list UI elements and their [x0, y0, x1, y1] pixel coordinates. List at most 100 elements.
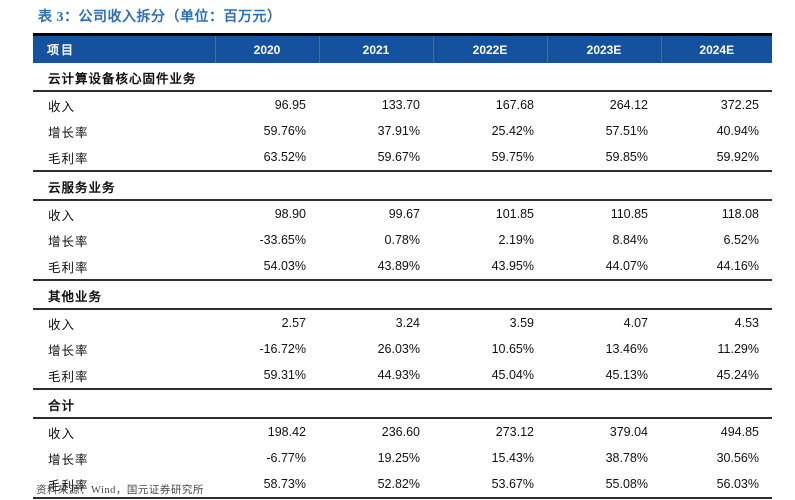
value-cell: 98.90 [274, 207, 306, 221]
value-cell: 198.42 [267, 425, 306, 439]
column-header-2023e: 2023E [546, 33, 661, 63]
table-row: 增长率 -16.72% 26.03% 10.65% 13.46% 11.29% [33, 336, 772, 362]
column-header-2020: 2020 [214, 33, 319, 63]
revenue-breakdown-table: 项目 2020 2021 2022E 2023E 2024E 云计算设备核心固件… [33, 33, 772, 499]
value-cell: -6.77% [266, 451, 306, 465]
value-cell: 133.70 [381, 98, 420, 112]
column-header-2024e: 2024E [660, 33, 772, 63]
value-cell: 30.56% [716, 451, 759, 465]
value-cell: 26.03% [377, 342, 420, 356]
table-row: 毛利率 58.73% 52.82% 53.67% 55.08% 56.03% [33, 471, 772, 499]
row-label-revenue: 收入 [48, 317, 76, 332]
value-cell: 13.46% [605, 342, 648, 356]
table-row: 增长率 -33.65% 0.78% 2.19% 8.84% 6.52% [33, 227, 772, 253]
value-cell: 8.84% [612, 233, 648, 247]
row-label-growth-rate: 增长率 [48, 125, 89, 140]
value-cell: 53.67% [433, 471, 547, 499]
value-cell: 25.42% [491, 124, 534, 138]
table-row: 毛利率 63.52% 59.67% 59.75% 59.85% 59.92% [33, 144, 772, 172]
value-cell: 38.78% [605, 451, 648, 465]
value-cell: 45.13% [547, 362, 661, 390]
row-label-growth-rate: 增长率 [48, 452, 89, 467]
value-cell: 59.67% [319, 144, 433, 172]
row-label-revenue: 收入 [48, 208, 76, 223]
value-cell: 15.43% [491, 451, 534, 465]
value-cell: 10.65% [491, 342, 534, 356]
value-cell: 101.85 [495, 207, 534, 221]
column-header-2021: 2021 [318, 33, 433, 63]
value-cell: 44.16% [661, 253, 772, 281]
value-cell: 372.25 [720, 98, 759, 112]
value-cell: 37.91% [377, 124, 420, 138]
value-cell: 2.57 [281, 316, 306, 330]
value-cell: 494.85 [720, 425, 759, 439]
value-cell: 11.29% [717, 342, 759, 356]
value-cell: 45.04% [433, 362, 547, 390]
row-label-gross-margin: 毛利率 [33, 253, 215, 281]
row-label-gross-margin: 毛利率 [33, 471, 215, 499]
section-title: 云计算设备核心固件业务 [33, 63, 772, 92]
value-cell: 43.89% [319, 253, 433, 281]
value-cell: 55.08% [547, 471, 661, 499]
row-label-growth-rate: 增长率 [48, 234, 89, 249]
value-cell: 379.04 [609, 425, 648, 439]
table-row: 毛利率 59.31% 44.93% 45.04% 45.13% 45.24% [33, 362, 772, 390]
value-cell: 63.52% [215, 144, 319, 172]
value-cell: 4.53 [734, 316, 759, 330]
value-cell: 59.85% [547, 144, 661, 172]
table-title: 表 3：公司收入拆分（单位：百万元） [38, 10, 282, 25]
value-cell: 57.51% [605, 124, 648, 138]
section-header-other: 其他业务 [33, 280, 772, 310]
value-cell: 54.03% [215, 253, 319, 281]
value-cell: 52.82% [319, 471, 433, 499]
section-title: 合计 [33, 389, 772, 419]
table-row: 增长率 -6.77% 19.25% 15.43% 38.78% 30.56% [33, 445, 772, 471]
row-label-revenue: 收入 [48, 99, 76, 114]
section-header-cloud-service: 云服务业务 [33, 171, 772, 201]
header-row: 项目 2020 2021 2022E 2023E 2024E [33, 33, 772, 63]
value-cell: 96.95 [274, 98, 306, 112]
value-cell: 59.76% [263, 124, 306, 138]
value-cell: 110.85 [610, 207, 648, 221]
value-cell: 264.12 [609, 98, 648, 112]
table-row: 收入 2.57 3.24 3.59 4.07 4.53 [33, 309, 772, 336]
row-label-gross-margin: 毛利率 [33, 362, 215, 390]
value-cell: 167.68 [495, 98, 534, 112]
row-label-revenue: 收入 [48, 426, 76, 441]
value-cell: 44.93% [319, 362, 433, 390]
value-cell: 118.08 [721, 207, 759, 221]
table-row: 增长率 59.76% 37.91% 25.42% 57.51% 40.94% [33, 118, 772, 144]
value-cell: 236.60 [381, 425, 420, 439]
table-row: 毛利率 54.03% 43.89% 43.95% 44.07% 44.16% [33, 253, 772, 281]
value-cell: 6.52% [723, 233, 759, 247]
value-cell: 56.03% [661, 471, 772, 499]
section-title: 其他业务 [33, 280, 772, 310]
source-note: 资料来源：Wind，国元证券研究所 [36, 485, 204, 496]
value-cell: 2.19% [498, 233, 534, 247]
value-cell: 3.24 [395, 316, 420, 330]
table-row: 收入 198.42 236.60 273.12 379.04 494.85 [33, 418, 772, 445]
value-cell: 59.92% [661, 144, 772, 172]
value-cell: 40.94% [716, 124, 759, 138]
value-cell: 59.75% [433, 144, 547, 172]
table-row: 收入 98.90 99.67 101.85 110.85 118.08 [33, 200, 772, 227]
value-cell: 45.24% [661, 362, 772, 390]
section-title: 云服务业务 [33, 171, 772, 201]
value-cell: 58.73% [215, 471, 319, 499]
value-cell: 4.07 [623, 316, 648, 330]
value-cell: 99.67 [388, 207, 420, 221]
column-header-item: 项目 [33, 33, 215, 63]
value-cell: 19.25% [377, 451, 420, 465]
value-cell: -16.72% [259, 342, 306, 356]
table-row: 收入 96.95 133.70 167.68 264.12 372.25 [33, 91, 772, 118]
value-cell: 44.07% [547, 253, 661, 281]
value-cell: -33.65% [259, 233, 306, 247]
section-header-total: 合计 [33, 389, 772, 419]
column-header-2022e: 2022E [432, 33, 547, 63]
row-label-gross-margin: 毛利率 [33, 144, 215, 172]
value-cell: 273.12 [495, 425, 534, 439]
value-cell: 43.95% [433, 253, 547, 281]
row-label-growth-rate: 增长率 [48, 343, 89, 358]
value-cell: 3.59 [509, 316, 534, 330]
